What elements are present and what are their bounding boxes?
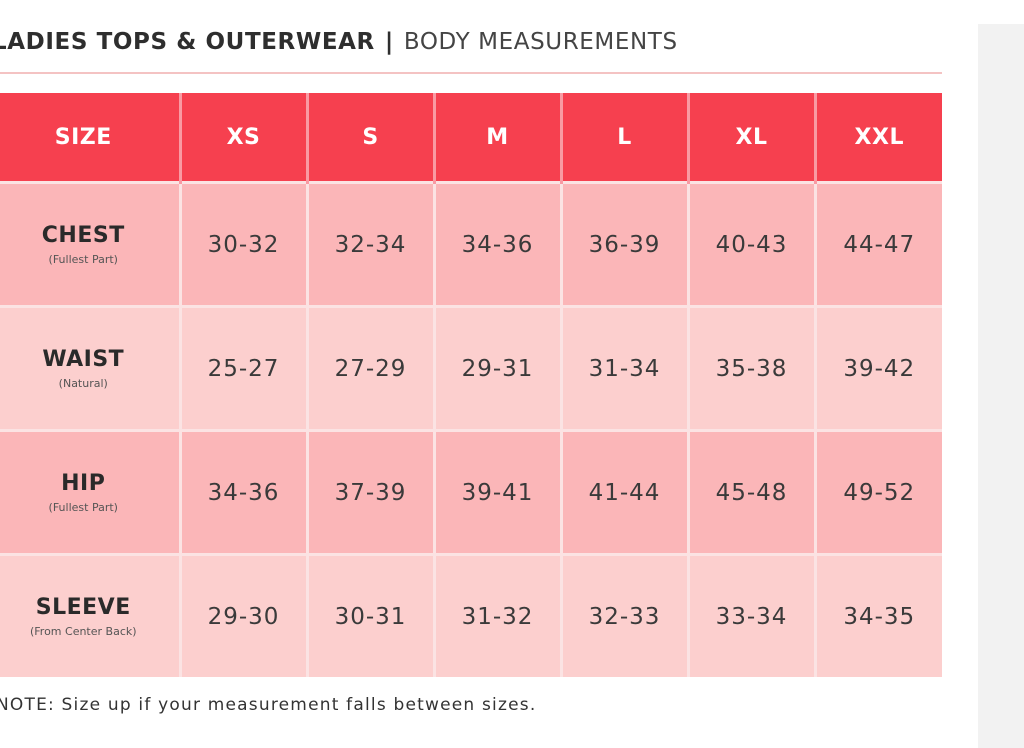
table-cell: 32-33 (561, 553, 690, 677)
row-label-text: WAIST (42, 347, 125, 372)
row-sublabel-text: (Natural) (58, 377, 108, 390)
row-label-sleeve: SLEEVE (From Center Back) (0, 553, 182, 677)
table-cell: 31-34 (561, 305, 690, 431)
table-cell: 35-38 (688, 305, 817, 431)
title-separator: | (384, 29, 394, 55)
table-cell: 39-42 (815, 305, 942, 431)
row-label-hip: HIP (Fullest Part) (0, 429, 182, 555)
row-label-text: HIP (61, 471, 106, 496)
table-cell: 41-44 (561, 429, 690, 555)
title-divider (0, 72, 942, 74)
row-label-text: CHEST (41, 223, 125, 248)
row-label-chest: CHEST (Fullest Part) (0, 181, 182, 307)
table-cell: 27-29 (307, 305, 436, 431)
table-row: CHEST (Fullest Part) 30-32 32-34 34-36 3… (0, 181, 942, 307)
table-header-row: SIZE XS S M L XL XXL (0, 93, 942, 183)
table-cell: 30-32 (180, 181, 309, 307)
table-cell: 33-34 (688, 553, 817, 677)
table-cell: 29-31 (434, 305, 563, 431)
row-sublabel-text: (Fullest Part) (48, 253, 118, 266)
column-header-m: M (434, 93, 563, 183)
row-label-waist: WAIST (Natural) (0, 305, 182, 431)
title-sub: BODY MEASUREMENTS (403, 29, 678, 55)
side-panel (978, 24, 1024, 748)
table-row: WAIST (Natural) 25-27 27-29 29-31 31-34 … (0, 305, 942, 431)
table-cell: 45-48 (688, 429, 817, 555)
table-cell: 39-41 (434, 429, 563, 555)
table-row: HIP (Fullest Part) 34-36 37-39 39-41 41-… (0, 429, 942, 555)
table-cell: 31-32 (434, 553, 563, 677)
table-cell: 25-27 (180, 305, 309, 431)
column-header-l: L (561, 93, 690, 183)
table-cell: 32-34 (307, 181, 436, 307)
table-cell: 44-47 (815, 181, 942, 307)
column-header-size: SIZE (0, 93, 182, 183)
title-main: LADIES TOPS & OUTERWEAR (0, 29, 375, 55)
column-header-s: S (307, 93, 436, 183)
table-cell: 37-39 (307, 429, 436, 555)
page-title: LADIES TOPS & OUTERWEAR | BODY MEASUREMENT… (0, 29, 678, 55)
table-cell: 34-36 (180, 429, 309, 555)
table-cell: 36-39 (561, 181, 690, 307)
table-row: SLEEVE (From Center Back) 29-30 30-31 31… (0, 553, 942, 677)
table-cell: 49-52 (815, 429, 942, 555)
column-header-xl: XL (688, 93, 817, 183)
size-chart-table: SIZE XS S M L XL XXL CHEST (Fullest Part… (0, 93, 942, 677)
table-cell: 29-30 (180, 553, 309, 677)
table-cell: 34-36 (434, 181, 563, 307)
row-label-text: SLEEVE (35, 595, 131, 620)
table-cell: 30-31 (307, 553, 436, 677)
column-header-xs: XS (180, 93, 309, 183)
table-cell: 34-35 (815, 553, 942, 677)
row-sublabel-text: (Fullest Part) (48, 501, 118, 514)
row-sublabel-text: (From Center Back) (29, 625, 137, 638)
size-note: NOTE: Size up if your measurement falls … (0, 695, 537, 715)
table-cell: 40-43 (688, 181, 817, 307)
column-header-xxl: XXL (815, 93, 942, 183)
